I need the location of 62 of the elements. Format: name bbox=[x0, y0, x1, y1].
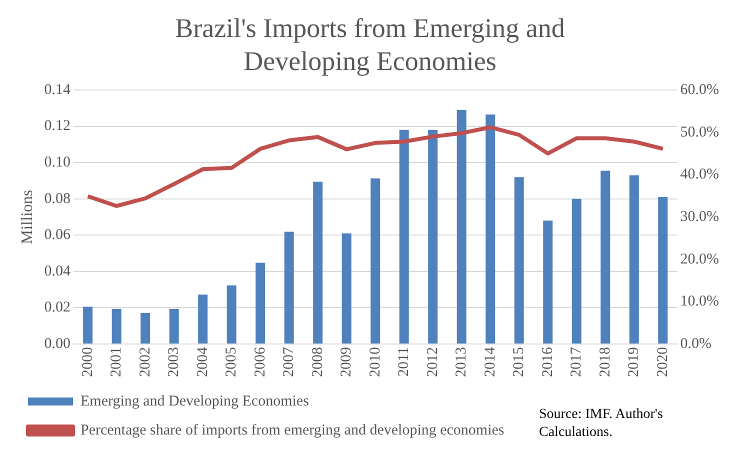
x-tick-label: 2014 bbox=[482, 346, 498, 377]
x-tick-label: 2016 bbox=[540, 346, 556, 377]
bar bbox=[342, 233, 352, 344]
x-tick-label: 2001 bbox=[108, 347, 125, 377]
x-tick-label: 2018 bbox=[597, 347, 614, 377]
bar bbox=[600, 170, 610, 344]
y-tick-label: 0.00 bbox=[44, 336, 70, 352]
bar bbox=[456, 110, 466, 344]
bar bbox=[169, 308, 179, 344]
y2-tick-label: 60.0% bbox=[680, 82, 720, 98]
x-tick-label: 2005 bbox=[224, 347, 240, 377]
y-tick-label: 0.02 bbox=[44, 300, 70, 316]
x-tick-label: 2011 bbox=[396, 347, 412, 376]
x-tick-label: 2003 bbox=[166, 347, 182, 377]
x-tick-label: 2020 bbox=[654, 347, 671, 377]
y2-tick-label: 0.0% bbox=[680, 336, 712, 352]
x-tick-label: 2004 bbox=[194, 346, 211, 377]
bar bbox=[514, 177, 524, 344]
bar bbox=[313, 182, 323, 344]
x-tick-label: 2019 bbox=[626, 347, 642, 377]
x-tick-label: 2000 bbox=[80, 347, 96, 377]
y2-tick-label: 20.0% bbox=[680, 251, 720, 268]
bar bbox=[112, 308, 122, 344]
bar bbox=[370, 178, 380, 344]
chart-title: Brazil's Imports from Emerging and Developing Economies bbox=[174, 12, 566, 78]
bar bbox=[428, 130, 438, 344]
bar bbox=[140, 312, 150, 344]
bar bbox=[198, 294, 208, 344]
y-tick-label: 0.10 bbox=[44, 154, 70, 171]
y-tick-label: 0.04 bbox=[44, 263, 71, 280]
y-tick-label: 0.06 bbox=[44, 227, 71, 244]
x-tick-label: 2007 bbox=[281, 346, 298, 377]
x-tick-label: 2006 bbox=[252, 346, 268, 377]
x-tick-label: 2013 bbox=[454, 347, 470, 377]
y-tick-label: 0.12 bbox=[44, 118, 70, 134]
x-tick-label: 2009 bbox=[338, 347, 355, 377]
bar bbox=[399, 130, 409, 344]
y2-tick-label: 50.0% bbox=[680, 124, 720, 140]
x-tick-label: 2010 bbox=[367, 347, 384, 377]
bar bbox=[284, 232, 294, 344]
y2-tick-label: 10.0% bbox=[680, 294, 720, 310]
x-tick-label: 2008 bbox=[310, 347, 326, 377]
x-tick-label: 2017 bbox=[568, 346, 585, 377]
bar bbox=[486, 114, 496, 344]
bar bbox=[629, 175, 639, 344]
legend-label: Emerging and Developing Economies bbox=[80, 393, 310, 410]
y-tick-label: 0.14 bbox=[44, 82, 71, 98]
legend-label: Percentage share of imports from emerging and developing economies bbox=[80, 422, 504, 438]
x-tick-label: 2015 bbox=[511, 347, 528, 377]
bar bbox=[572, 198, 582, 344]
y-tick-label: 0.08 bbox=[44, 190, 70, 207]
y2-tick-label: 40.0% bbox=[680, 166, 720, 183]
bar bbox=[543, 220, 553, 344]
x-tick-label: 2012 bbox=[424, 347, 441, 377]
source-note: Source: IMF. Author's Calculations. bbox=[539, 406, 664, 442]
bar bbox=[83, 306, 93, 344]
bar bbox=[256, 262, 266, 344]
x-tick-label: 2002 bbox=[137, 347, 154, 377]
bar bbox=[226, 285, 236, 344]
y2-tick-label: 30.0% bbox=[680, 208, 720, 225]
y-axis-title: Millions bbox=[18, 190, 36, 244]
bar bbox=[658, 197, 668, 344]
